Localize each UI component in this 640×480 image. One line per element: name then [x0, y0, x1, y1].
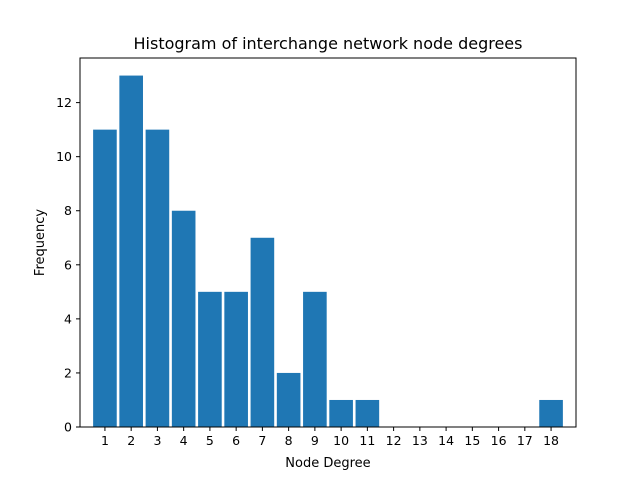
bar-degree-6	[224, 291, 248, 427]
bar-degree-10	[329, 399, 353, 427]
x-tick-label: 5	[206, 433, 214, 448]
x-tick-label: 18	[543, 433, 559, 448]
x-tick-label: 11	[359, 433, 375, 448]
bar-degree-18	[539, 399, 563, 427]
x-tick-label: 12	[386, 433, 402, 448]
bar-degree-3	[145, 129, 170, 427]
x-tick-label: 13	[412, 433, 428, 448]
y-tick-label: 2	[64, 365, 72, 380]
y-tick-label: 8	[64, 203, 72, 218]
x-tick-label: 15	[464, 433, 480, 448]
y-axis-label: Frequency	[33, 209, 48, 276]
x-tick-label: 8	[285, 433, 293, 448]
x-tick-label: 4	[180, 433, 188, 448]
bar-degree-4	[171, 210, 196, 427]
y-tick-label: 0	[64, 420, 72, 435]
chart-title: Histogram of interchange network node de…	[134, 34, 523, 53]
y-tick-label: 12	[56, 95, 72, 110]
x-tick-label: 17	[517, 433, 533, 448]
bar-degree-1	[93, 129, 117, 427]
x-tick-label: 7	[258, 433, 266, 448]
bar-degree-9	[303, 291, 327, 427]
y-tick-label: 4	[64, 311, 72, 326]
x-tick-label: 1	[101, 433, 109, 448]
bar-degree-2	[119, 75, 143, 428]
x-tick-label: 2	[127, 433, 135, 448]
y-axis-ticks: 0 2 4 6 8 10 12	[56, 95, 80, 435]
x-tick-label: 10	[333, 433, 349, 448]
x-tick-label: 14	[438, 433, 454, 448]
bars-group	[93, 75, 563, 428]
x-tick-label: 3	[153, 433, 161, 448]
bar-degree-5	[198, 291, 222, 427]
bar-degree-8	[276, 372, 301, 427]
plot-frame	[79, 57, 577, 428]
bar-degree-7	[250, 237, 275, 427]
y-tick-label: 6	[64, 257, 72, 272]
x-tick-label: 16	[491, 433, 507, 448]
x-axis-ticks: 1 2 3 4 5 6 7 8 9 10 11 12 13 14 15 16 17 18	[101, 427, 559, 448]
x-tick-label: 6	[232, 433, 240, 448]
x-tick-label: 9	[311, 433, 319, 448]
bar-degree-11	[355, 399, 380, 427]
x-axis-label: Node Degree	[285, 456, 370, 471]
y-tick-label: 10	[56, 149, 72, 164]
